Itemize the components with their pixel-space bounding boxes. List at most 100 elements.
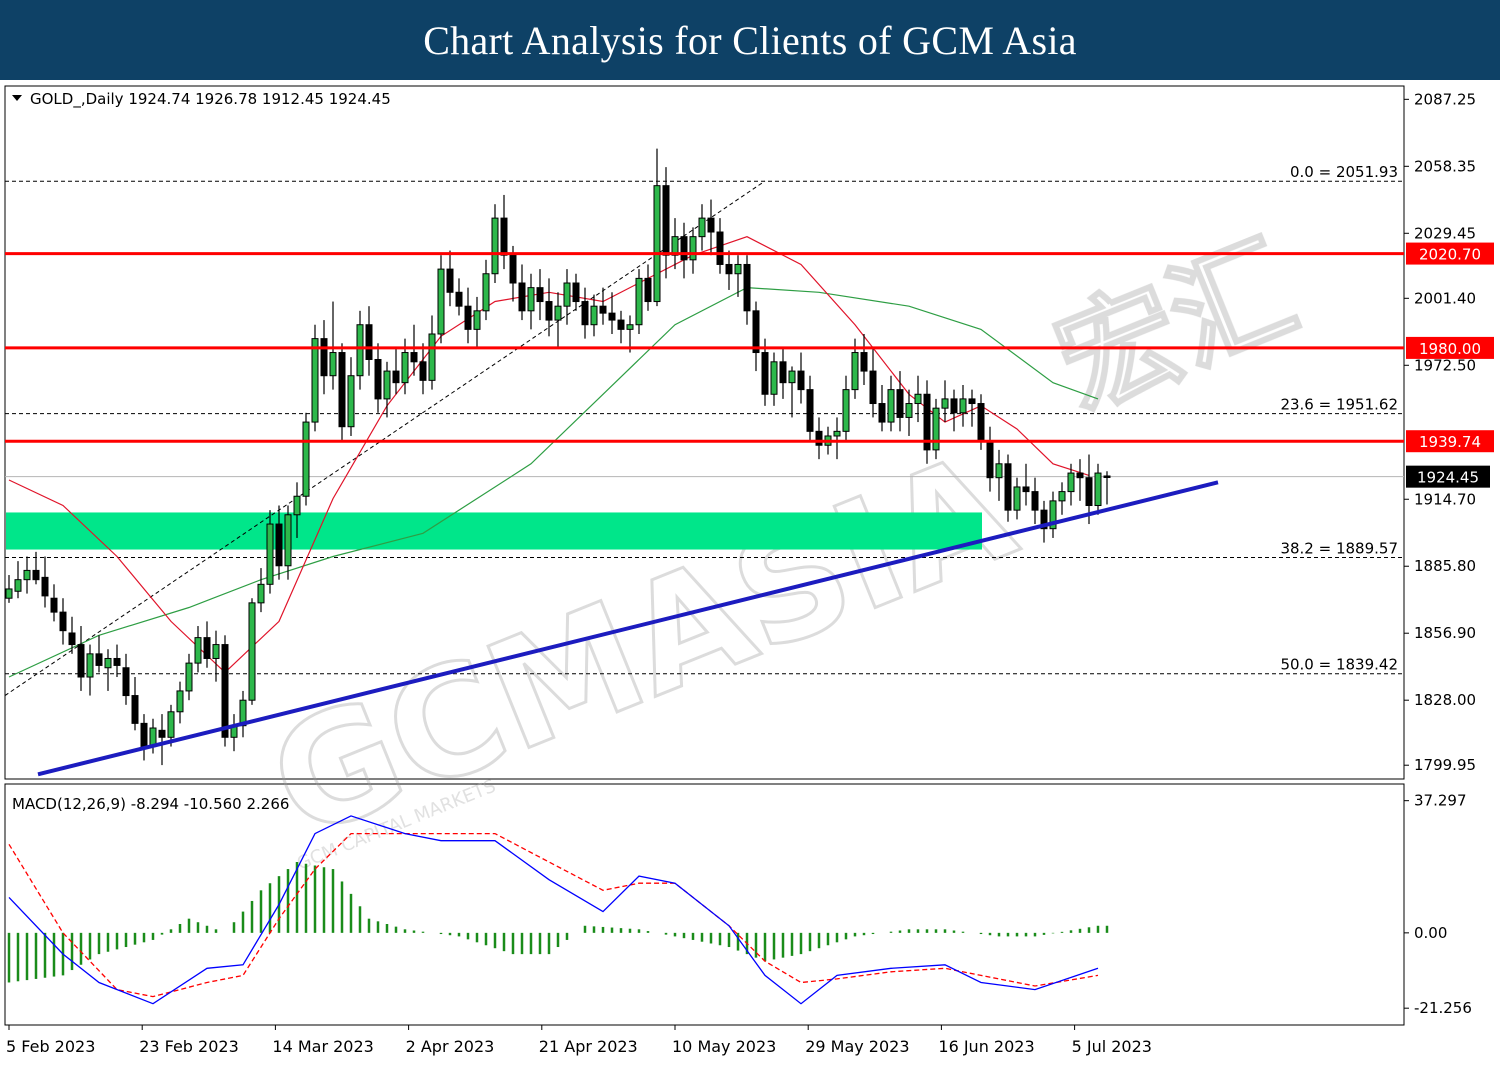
candle xyxy=(248,598,256,705)
x-tick-label: 5 Feb 2023 xyxy=(6,1037,95,1056)
candle-body xyxy=(14,579,22,592)
candle-body xyxy=(203,637,211,659)
candle-body xyxy=(995,463,1003,479)
candle xyxy=(329,301,337,390)
candle-body xyxy=(1022,486,1030,493)
resistance-label: 2020.70 xyxy=(1419,246,1481,264)
candle xyxy=(1004,454,1012,522)
candle-body xyxy=(1040,509,1048,530)
fib-level-label: 23.6 = 1951.62 xyxy=(1280,396,1398,414)
candle xyxy=(14,561,22,599)
candle-body xyxy=(689,236,697,261)
candle-body xyxy=(1004,463,1012,511)
candle-body xyxy=(968,398,976,405)
candle-body xyxy=(869,370,877,405)
candle-body xyxy=(419,361,427,381)
candle xyxy=(527,273,535,330)
candle-body xyxy=(68,632,76,646)
candle xyxy=(617,310,625,344)
candle xyxy=(356,310,364,390)
candle-body xyxy=(257,583,265,604)
resistance-label: 1980.00 xyxy=(1419,340,1481,358)
candle xyxy=(563,269,571,325)
candle-body xyxy=(860,352,868,372)
fib-level-label: 38.2 = 1889.57 xyxy=(1280,539,1398,557)
candle-body xyxy=(437,268,445,335)
candle-body xyxy=(932,407,940,451)
resistance-label-box xyxy=(1406,336,1494,359)
candle xyxy=(275,505,283,580)
candle-body xyxy=(329,352,337,377)
uptrend-line xyxy=(37,480,1219,777)
candle xyxy=(689,227,697,274)
candle xyxy=(428,315,436,390)
fib-level-label: 50.0 = 1839.42 xyxy=(1280,656,1398,674)
candle xyxy=(473,296,481,348)
candle xyxy=(644,264,652,311)
price-tick-label: 1828.00 xyxy=(1414,691,1476,709)
candle xyxy=(779,347,787,399)
candle xyxy=(50,584,58,622)
candle-body xyxy=(509,254,517,284)
candle xyxy=(203,621,211,668)
collapse-triangle-icon[interactable] xyxy=(12,95,22,101)
candle-body xyxy=(1103,475,1111,478)
candle-body xyxy=(5,588,13,599)
candle xyxy=(320,320,328,395)
candle xyxy=(806,375,814,441)
candle-body xyxy=(626,324,634,330)
candle-body xyxy=(806,389,814,432)
candle xyxy=(905,389,913,436)
candle xyxy=(932,398,940,460)
candle-body xyxy=(221,644,229,738)
candle-body xyxy=(941,398,949,409)
candle-body xyxy=(977,403,985,442)
candle xyxy=(770,352,778,406)
candle xyxy=(860,333,868,385)
candle xyxy=(662,167,670,279)
candle-body xyxy=(599,305,607,314)
candle xyxy=(599,287,607,325)
candle-body xyxy=(1076,472,1084,479)
candle xyxy=(797,352,805,404)
current-price-label: 1924.45 xyxy=(1417,469,1479,487)
candle xyxy=(671,218,679,270)
chart-canvas[interactable]: GCMASIA GCM CAPITAL MARKETS 宏汇 0.0 = 205… xyxy=(0,80,1500,1071)
candle xyxy=(1031,477,1039,525)
candle xyxy=(419,343,427,395)
candle-body xyxy=(113,657,121,666)
candle-body xyxy=(32,569,40,581)
candle xyxy=(158,714,166,766)
price-tick-label: 2058.35 xyxy=(1414,157,1476,175)
candle xyxy=(383,361,391,418)
candle xyxy=(743,255,751,325)
fib-diagonal-line xyxy=(4,180,766,696)
candle-body xyxy=(401,352,409,384)
candle xyxy=(878,384,886,432)
candle xyxy=(32,551,40,585)
candle xyxy=(959,384,967,427)
candle-body xyxy=(410,352,418,363)
x-tick-label: 14 Mar 2023 xyxy=(272,1037,373,1056)
x-tick-label: 16 Jun 2023 xyxy=(938,1037,1034,1056)
candle-body xyxy=(320,338,328,377)
candle-body xyxy=(770,361,778,395)
candle-body xyxy=(239,699,247,727)
banner: Chart Analysis for Clients of GCM Asia xyxy=(0,0,1500,80)
candle-body xyxy=(383,370,391,400)
candle xyxy=(266,510,274,594)
candle xyxy=(1040,500,1048,543)
candle-body xyxy=(707,217,715,233)
x-tick-label: 29 May 2023 xyxy=(805,1037,909,1056)
ma-green-line xyxy=(8,286,1099,678)
candle-body xyxy=(491,217,499,275)
candle xyxy=(77,626,85,691)
candle-body xyxy=(500,217,508,256)
candle xyxy=(833,417,841,460)
macd-tick-label: -21.256 xyxy=(1414,999,1472,1017)
candle-body xyxy=(527,287,535,312)
candle-body xyxy=(959,398,967,414)
candle-body xyxy=(878,403,886,423)
candle-body xyxy=(365,324,373,360)
candle-body xyxy=(185,662,193,692)
